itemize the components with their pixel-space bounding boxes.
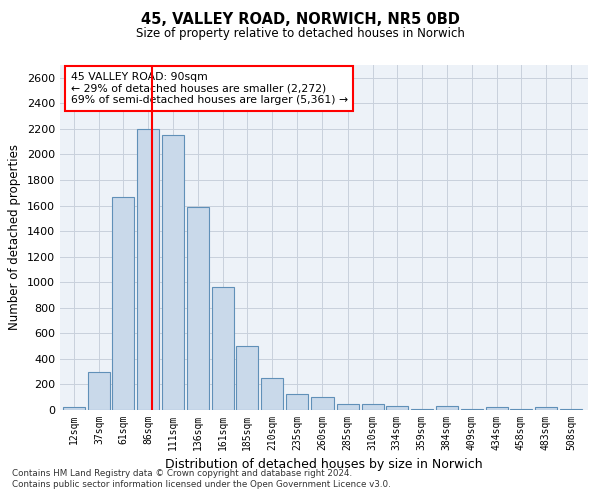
Bar xyxy=(63,407,85,410)
Text: Contains public sector information licensed under the Open Government Licence v3: Contains public sector information licen… xyxy=(12,480,391,489)
Text: Size of property relative to detached houses in Norwich: Size of property relative to detached ho… xyxy=(136,28,464,40)
Bar xyxy=(337,404,359,410)
Bar xyxy=(112,196,134,410)
Bar xyxy=(187,207,209,410)
Bar xyxy=(362,404,383,410)
Bar xyxy=(311,397,334,410)
Text: Contains HM Land Registry data © Crown copyright and database right 2024.: Contains HM Land Registry data © Crown c… xyxy=(12,468,352,477)
Bar xyxy=(236,346,259,410)
Bar xyxy=(436,406,458,410)
Bar xyxy=(535,408,557,410)
Bar xyxy=(212,288,235,410)
Bar xyxy=(486,408,508,410)
Bar xyxy=(137,129,159,410)
Bar xyxy=(88,372,110,410)
Bar xyxy=(262,378,283,410)
Bar xyxy=(162,136,184,410)
Bar xyxy=(386,406,407,410)
Text: 45 VALLEY ROAD: 90sqm
← 29% of detached houses are smaller (2,272)
69% of semi-d: 45 VALLEY ROAD: 90sqm ← 29% of detached … xyxy=(71,72,347,105)
Text: 45, VALLEY ROAD, NORWICH, NR5 0BD: 45, VALLEY ROAD, NORWICH, NR5 0BD xyxy=(140,12,460,28)
Bar xyxy=(286,394,308,410)
X-axis label: Distribution of detached houses by size in Norwich: Distribution of detached houses by size … xyxy=(165,458,483,471)
Y-axis label: Number of detached properties: Number of detached properties xyxy=(8,144,22,330)
